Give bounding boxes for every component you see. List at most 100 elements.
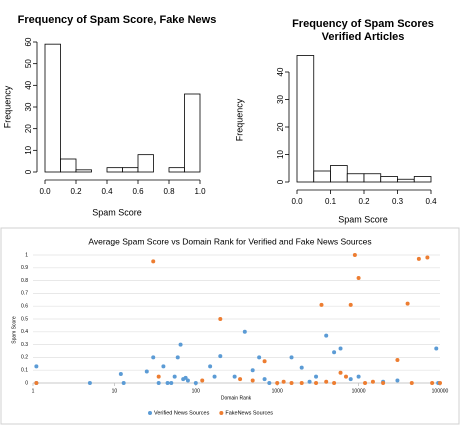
x-tick-label: 1.0 xyxy=(194,187,206,196)
x-axis-label: Spam Score xyxy=(338,214,388,224)
scatter-point xyxy=(381,381,386,385)
histogram-bar xyxy=(413,176,432,183)
scatter-point xyxy=(118,372,123,377)
histogram-bar xyxy=(168,167,185,173)
x-tick-label: 0.4 xyxy=(425,197,437,206)
y-tick-label: 60 xyxy=(24,37,33,46)
scatter-point xyxy=(338,370,343,375)
scatter-point xyxy=(275,381,280,385)
histogram-bar xyxy=(397,178,415,183)
scatter-point xyxy=(332,350,337,355)
y-tick-label: 0.2 xyxy=(21,355,28,361)
scatter-point xyxy=(208,364,213,369)
x-tick-label: 1 xyxy=(32,388,35,394)
scatter-point xyxy=(289,355,294,360)
chart-title: Frequency of Spam Score, Fake News xyxy=(18,14,217,26)
scatter-point xyxy=(395,357,400,362)
y-tick-label: 40 xyxy=(24,80,33,89)
y-tick-label: 40 xyxy=(276,67,285,76)
scatter-point xyxy=(169,381,174,385)
y-tick-label: 10 xyxy=(276,150,285,159)
scatter-point xyxy=(156,374,161,379)
histogram-bar xyxy=(363,173,382,183)
scatter-point xyxy=(172,374,177,379)
x-tick-label: 0.3 xyxy=(392,197,404,206)
scatter-point xyxy=(338,346,343,351)
y-tick-label: 0.4 xyxy=(21,329,28,335)
x-tick-label: 0.0 xyxy=(39,187,51,196)
legend-marker xyxy=(148,411,152,415)
scatter-point xyxy=(34,381,39,385)
scatter-point xyxy=(178,342,183,347)
x-tick-label: 100000 xyxy=(432,388,449,394)
y-tick-label: 0 xyxy=(25,380,28,386)
scatter-frame xyxy=(0,227,460,425)
scatter-point xyxy=(343,374,348,379)
x-tick-label: 10 xyxy=(112,388,118,394)
scatter-point xyxy=(121,381,126,385)
scatter-point xyxy=(307,379,312,384)
histogram-bar xyxy=(380,176,398,183)
x-tick-label: 0.8 xyxy=(163,187,175,196)
scatter-point xyxy=(438,381,442,385)
scatter-point xyxy=(156,381,161,385)
scatter-point xyxy=(151,259,156,264)
scatter-point xyxy=(218,317,223,321)
scatter-point xyxy=(324,379,329,384)
chart-title: Frequency of Spam Scores xyxy=(292,18,434,30)
scatter-point xyxy=(319,302,324,307)
y-tick-label: 0.3 xyxy=(21,342,28,348)
y-tick-label: 20 xyxy=(24,124,33,133)
scatter-point xyxy=(299,365,304,370)
scatter-point xyxy=(395,378,400,383)
scatter-point xyxy=(212,374,217,379)
scatter-point xyxy=(356,276,361,281)
histogram-bar xyxy=(330,165,348,183)
y-tick-label: 0.1 xyxy=(21,368,28,374)
scatter-point xyxy=(348,302,353,307)
y-tick-label: 1 xyxy=(25,252,28,258)
y-tick-label: 0 xyxy=(24,169,33,174)
scatter-point xyxy=(409,381,414,385)
scatter-point xyxy=(250,368,255,373)
legend-label: FakeNews Sources xyxy=(225,410,273,416)
scatter-point xyxy=(332,381,337,385)
histogram-bar xyxy=(137,154,154,173)
scatter-point xyxy=(262,359,267,364)
scatter-point xyxy=(363,381,368,385)
y-tick-label: 0.8 xyxy=(21,278,28,284)
legend-label: Verified News Sources xyxy=(154,410,210,416)
y-tick-label: 20 xyxy=(276,122,285,131)
scatter-point xyxy=(200,378,205,383)
scatter-point xyxy=(416,256,421,261)
y-tick-label: 0.6 xyxy=(21,304,28,310)
scatter-point xyxy=(267,381,272,385)
scatter-point xyxy=(324,333,329,338)
histogram-bar xyxy=(60,158,77,173)
y-tick-label: 30 xyxy=(24,102,33,111)
legend-marker xyxy=(219,411,224,415)
y-tick-label: 0.7 xyxy=(21,291,28,297)
scatter-point xyxy=(370,379,375,384)
x-tick-label: 1000 xyxy=(272,388,283,394)
scatter-point xyxy=(348,377,353,382)
scatter-point xyxy=(183,375,188,380)
scatter-point xyxy=(405,301,410,306)
y-axis-label: Frequency xyxy=(234,98,244,141)
histogram-bar xyxy=(184,93,201,173)
scatter-point xyxy=(299,381,304,385)
chart-title: Average Spam Score vs Domain Rank for Ve… xyxy=(88,236,371,246)
scatter-point xyxy=(175,355,180,360)
x-tick-label: 0.1 xyxy=(325,197,337,206)
scatter-point xyxy=(250,378,255,383)
histogram-bar xyxy=(44,43,61,173)
y-tick-label: 0.9 xyxy=(21,265,28,271)
scatter-point xyxy=(352,253,357,257)
scatter-point xyxy=(257,355,262,360)
y-tick-label: 0.5 xyxy=(21,316,28,322)
scatter-point xyxy=(87,381,92,385)
y-tick-label: 30 xyxy=(276,95,285,104)
histogram-bar xyxy=(313,170,331,183)
y-tick-label: 0 xyxy=(276,179,285,184)
